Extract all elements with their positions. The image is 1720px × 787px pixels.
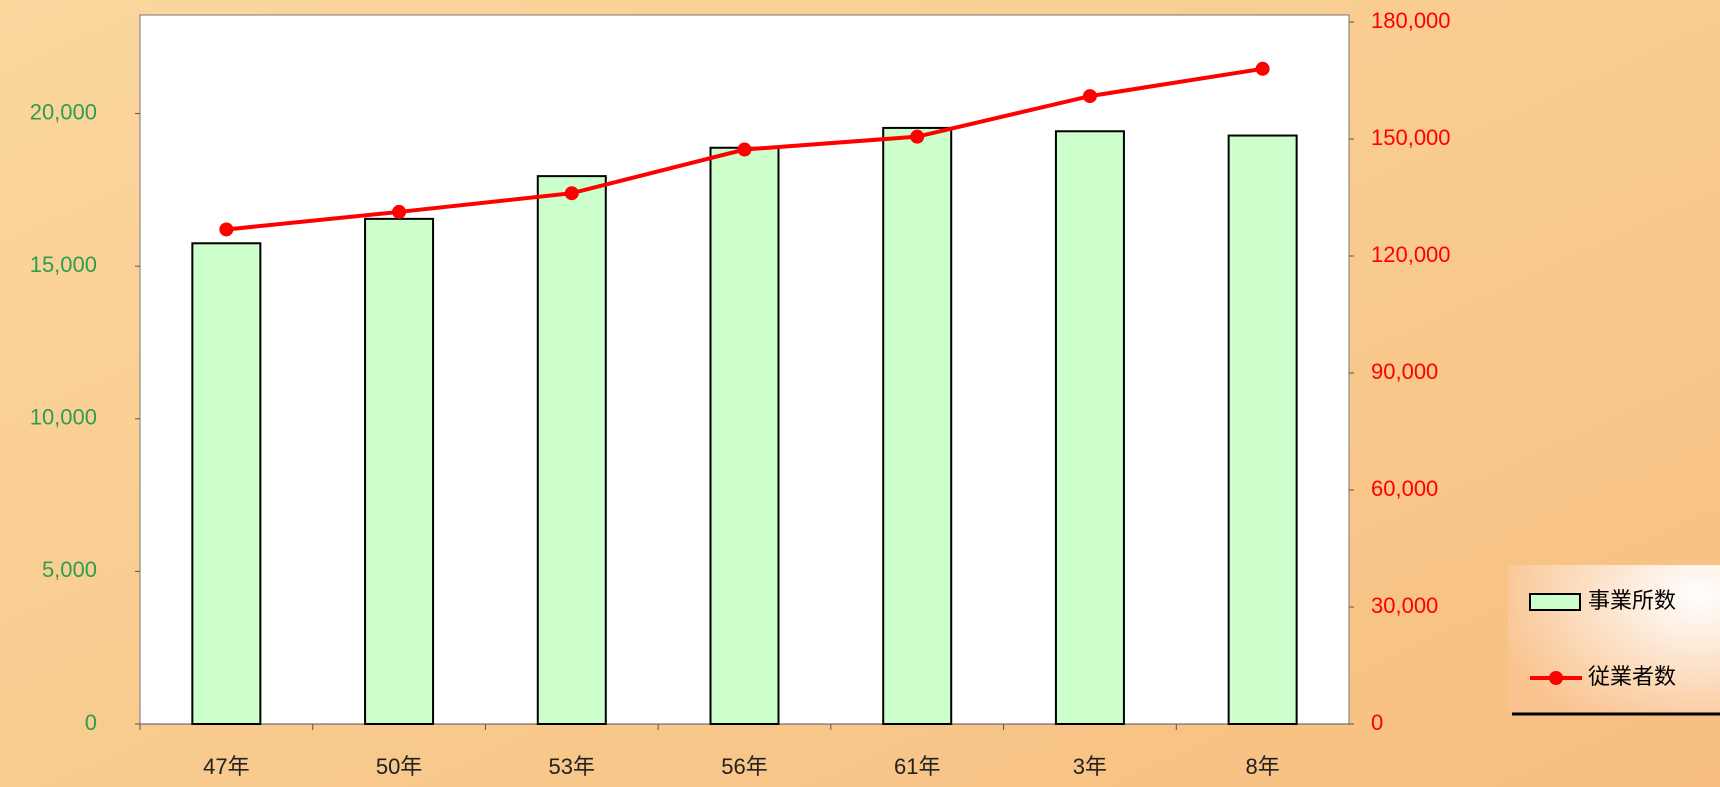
y2-tick-label: 90,000 [1371,359,1438,384]
bar [536,175,607,726]
line-point [737,142,752,157]
bar [709,146,780,725]
y2-tick-label: 30,000 [1371,593,1438,618]
y-tick-label: 10,000 [30,405,97,430]
x-tick-label: 53年 [549,754,595,779]
bar [1054,130,1125,725]
x-tick-label: 8年 [1246,754,1280,779]
line-point [1255,61,1270,76]
y2-tick-label: 120,000 [1371,242,1451,267]
legend-box [1508,565,1720,713]
bar [882,126,953,725]
line-point [392,204,407,219]
line-point [910,129,925,144]
x-tick-label: 61年 [894,754,940,779]
x-tick-label: 56年 [721,754,767,779]
legend-swatch [1529,593,1581,611]
line-point [219,222,234,237]
x-tick-label: 3年 [1073,754,1107,779]
y2-tick-label: 0 [1371,710,1383,735]
bar [1227,134,1298,725]
y-tick-label: 20,000 [30,99,97,124]
legend-label: 事業所数 [1588,588,1676,613]
legend-swatch-dot [1549,671,1563,685]
bar [364,217,435,726]
line-point [1082,89,1097,104]
x-tick-label: 47年 [203,754,249,779]
y2-tick-label: 150,000 [1371,125,1451,150]
line-point [564,186,579,201]
y-tick-label: 0 [85,710,97,735]
y2-tick-label: 60,000 [1371,476,1438,501]
y2-tick-label: 180,000 [1371,8,1451,33]
bar [191,242,262,725]
legend-label: 従業者数 [1588,664,1676,689]
y-tick-label: 5,000 [42,557,97,582]
x-tick-label: 50年 [376,754,422,779]
y-tick-label: 15,000 [30,252,97,277]
